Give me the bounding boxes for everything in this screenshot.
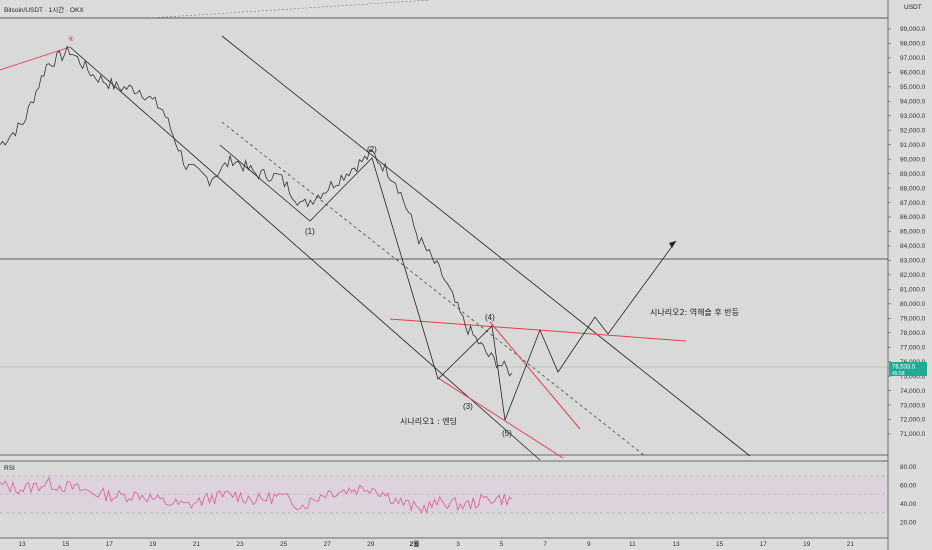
price-tick-label: 99,000.0 [900,26,926,33]
time-tick-label: 19 [803,541,811,548]
rsi-line [0,476,513,515]
red-upper-trendline [0,46,71,71]
wave-5-label: (5) [502,429,512,438]
time-tick-label: 25 [280,541,288,548]
projection-arrowhead [669,241,676,248]
symbol-title: Bitcoin/USDT · 1시간 · OKX [4,5,84,14]
price-tick-label: 96,000.0 [900,70,926,77]
current-price-badge [889,362,927,376]
price-tick-label: 92,000.0 [900,127,926,134]
currency-label: USDT [904,4,922,11]
price-tick-label: 90,000.0 [900,156,926,163]
wave-4-label: (4) [485,313,495,322]
price-tick-label: 84,000.0 [900,243,926,250]
time-tick-label: 11 [629,541,636,548]
price-tick-label: 83,000.0 [900,258,926,265]
price-tick-label: 88,000.0 [900,185,926,192]
time-tick-label: 21 [193,541,201,548]
time-tick-label: 21 [847,541,855,548]
price-tick-label: 78,000.0 [900,330,926,337]
price-tick-label: 94,000.0 [900,99,926,106]
price-tick-label: 95,000.0 [900,84,926,91]
time-tick-label: 2월 [410,539,420,548]
price-tick-label: 85,000.0 [900,229,926,236]
price-tick-label: 75,000.0 [900,373,926,380]
price-tick-label: 80,000.0 [900,301,926,308]
time-tick-label: 19 [149,541,157,548]
price-series [0,45,513,377]
price-tick-label: 87,000.0 [900,200,926,207]
time-tick-label: 7 [543,541,547,548]
price-tick-label: 74,000.0 [900,388,926,395]
time-tick-label: 5 [500,541,504,548]
price-tick-label: 91,000.0 [900,142,926,149]
price-tick-label: 79,000.0 [900,315,926,322]
price-tick-label: 86,000.0 [900,214,926,221]
time-tick-label: 13 [18,541,26,548]
top-marker: ⑥ [68,35,74,43]
price-tick-label: 93,000.0 [900,113,926,120]
scenario2-projection [504,240,677,421]
price-tick-label: 81,000.0 [900,287,926,294]
price-tick-label: 71,000.0 [900,431,926,438]
red-neckline [389,318,687,342]
wave-3-label: (3) [463,402,473,411]
channel-lower-line [69,46,541,461]
current-price-value: 76,533.5 [892,365,916,371]
price-tick-label: 82,000.0 [900,272,926,279]
rsi-band-fill [0,476,888,513]
price-tick-label: 77,000.0 [900,344,926,351]
rsi-axis-ticks[interactable]: 80.00 60.00 40.00 20.00 [900,464,917,527]
upper-dotted-trendline [149,0,431,19]
price-tick-label: 98,000.0 [900,41,926,48]
rsi-tick-label: 20.00 [900,519,917,526]
time-tick-label: 17 [106,541,114,548]
rsi-label: RSI [4,465,15,472]
red-wedge-lower [437,377,564,459]
scenario2-label: 시나리오2: 역헤숄 후 반등 [650,307,739,317]
price-tick-label: 89,000.0 [900,171,926,178]
channel-upper-line [221,35,751,457]
time-tick-label: 13 [672,541,680,548]
time-axis-ticks[interactable]: 13 15 17 19 21 23 25 27 29 2월 3 5 7 9 11 13 15 17 19 21 [18,539,854,548]
countdown-value: 45:58 [892,371,905,377]
time-tick-label: 27 [324,541,332,548]
time-tick-label: 15 [716,541,724,548]
wave-2-label: (2) [367,145,377,154]
rsi-tick-label: 80.00 [900,464,917,471]
rsi-tick-label: 60.00 [900,482,917,489]
price-line [0,45,513,377]
time-tick-label: 23 [236,541,244,548]
wave-1-label: (1) [305,227,315,236]
time-tick-label: 3 [456,541,460,548]
time-tick-label: 15 [62,541,70,548]
price-axis-ticks[interactable]: 99,000.0 98,000.0 97,000.0 96,000.0 95,000.0… [888,26,926,438]
time-tick-label: 17 [760,541,768,548]
red-wedge-upper [489,321,581,430]
rsi-tick-label: 40.00 [900,501,917,508]
price-pane[interactable] [0,18,888,455]
price-tick-label: 73,000.0 [900,402,926,409]
time-tick-label: 9 [587,541,591,548]
elliott-wave-path [219,144,506,421]
time-tick-label: 29 [367,541,375,548]
price-tick-label: 72,000.0 [900,417,926,424]
rsi-series [0,476,513,515]
price-tick-label: 97,000.0 [900,55,926,62]
scenario1-label: 시나리오1 : 엔딩 [400,416,457,426]
